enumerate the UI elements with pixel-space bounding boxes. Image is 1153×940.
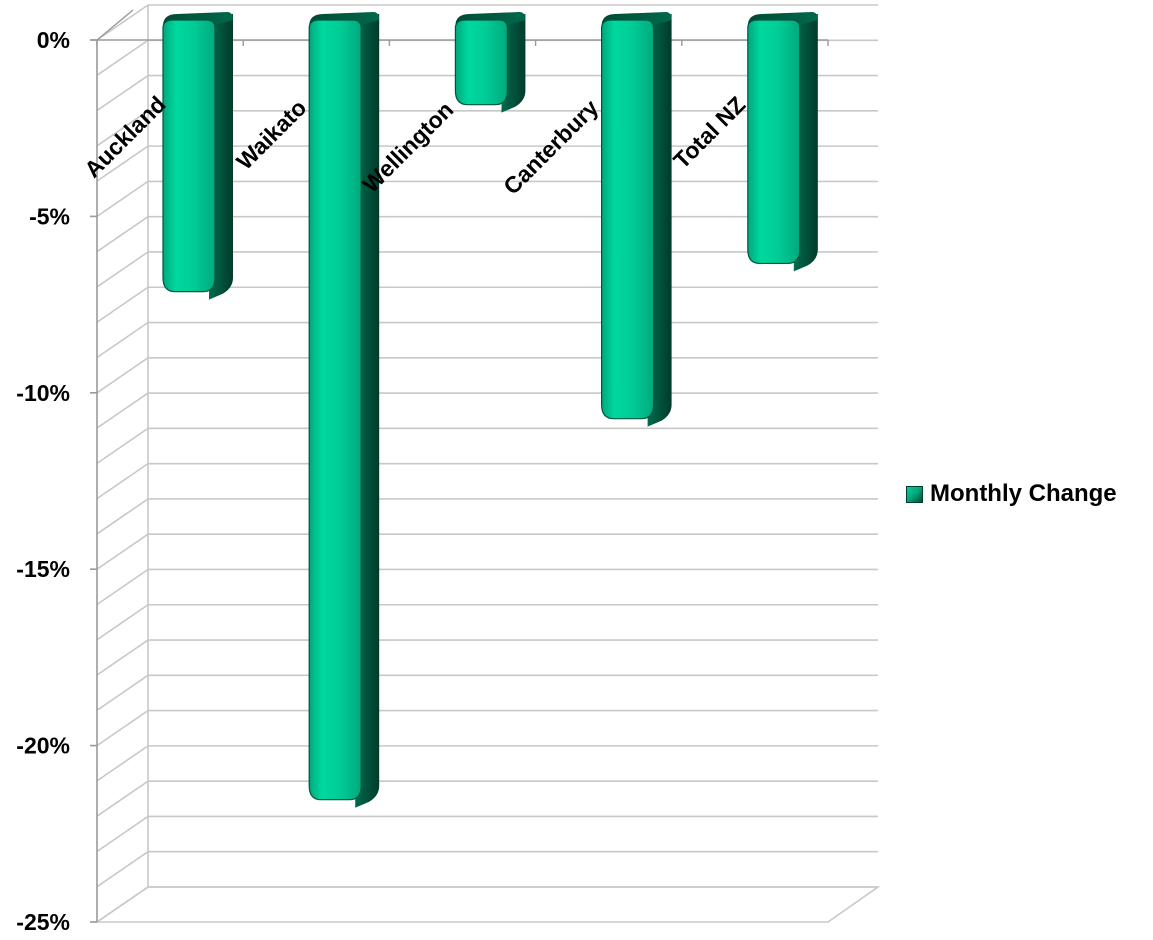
y-tick-label: -25% xyxy=(16,909,70,935)
side-wall-gridline xyxy=(96,780,149,817)
side-wall-gridline xyxy=(96,321,149,359)
side-wall-gridline xyxy=(96,498,149,535)
side-wall-gridline xyxy=(96,568,149,606)
bar xyxy=(747,12,818,272)
x-category-label: Auckland xyxy=(79,91,171,183)
side-wall-gridline xyxy=(96,604,149,641)
bar xyxy=(454,12,526,113)
side-wall-gridline xyxy=(96,392,149,429)
bar xyxy=(308,12,380,808)
bars xyxy=(162,12,818,808)
side-wall-gridline xyxy=(96,851,149,888)
y-tick-label: -10% xyxy=(16,380,70,406)
side-wall-gridline xyxy=(96,709,149,747)
y-tick-label: -20% xyxy=(16,733,70,759)
axis-depth-line xyxy=(96,9,134,41)
side-wall-gridline xyxy=(96,180,149,218)
side-wall-gridline xyxy=(96,110,149,147)
side-wall-gridline xyxy=(96,39,149,76)
side-wall-gridline xyxy=(96,815,149,853)
bar xyxy=(162,12,233,300)
x-category-label: Waikato xyxy=(231,94,311,174)
floor xyxy=(94,886,881,923)
y-tick-label: 0% xyxy=(37,27,70,53)
side-wall-gridline xyxy=(96,745,149,782)
legend: Monthly Change xyxy=(906,480,1117,508)
side-wall-gridline xyxy=(96,216,149,253)
side-wall-gridline xyxy=(96,357,149,394)
y-tick-label: -15% xyxy=(16,556,70,582)
legend-label: Monthly Change xyxy=(930,480,1117,507)
side-wall-gridline xyxy=(96,286,149,323)
side-wall-gridline xyxy=(96,462,149,500)
legend-swatch xyxy=(906,485,923,503)
side-wall-gridline xyxy=(96,674,149,711)
x-category-label: Total NZ xyxy=(668,91,750,173)
gridlines xyxy=(94,4,881,923)
y-axis-ticks: 0% -5% -10% -15% -20% -25% xyxy=(16,27,829,935)
side-wall-gridline xyxy=(96,251,149,288)
side-wall-gridline xyxy=(96,145,149,182)
y-tick-label: -5% xyxy=(29,203,70,229)
side-wall-gridline xyxy=(96,74,149,112)
bar xyxy=(601,12,672,427)
side-wall-gridline xyxy=(96,427,149,465)
side-wall-gridline xyxy=(96,639,149,676)
side-wall-gridline xyxy=(96,533,149,570)
side-wall-gridline xyxy=(96,4,149,41)
